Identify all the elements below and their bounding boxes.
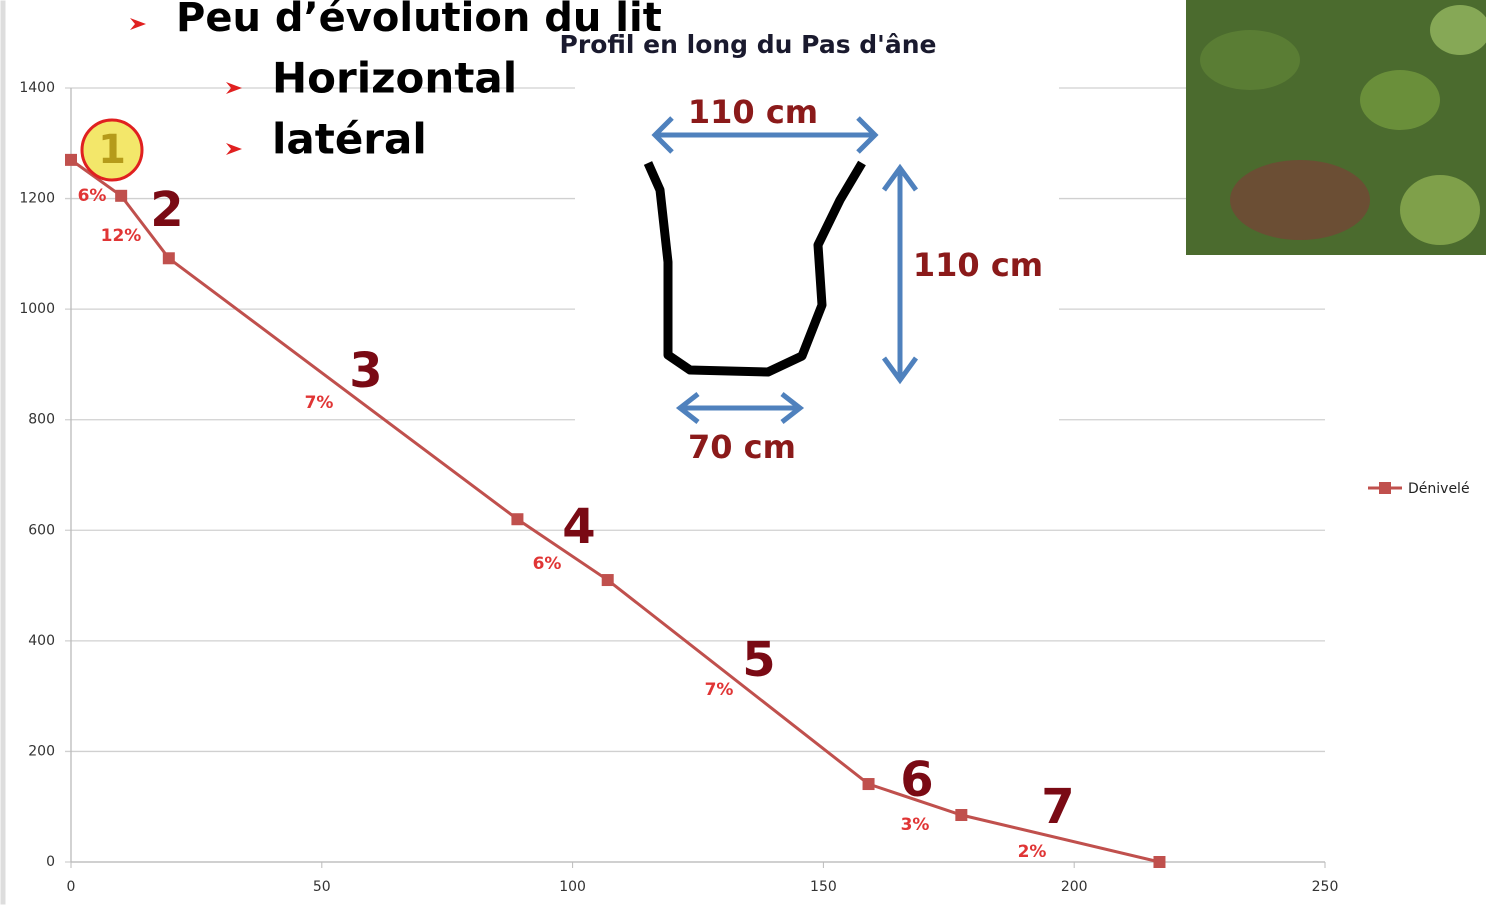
slope-label: 6% — [78, 186, 107, 206]
photo-leaf — [1400, 175, 1480, 245]
legend-label: Dénivelé — [1408, 481, 1470, 497]
y-tick-label: 1200 — [19, 191, 55, 207]
x-tick-label: 50 — [313, 879, 331, 895]
slope-label: 12% — [101, 226, 142, 246]
photo-soil — [1230, 160, 1370, 240]
slide-edge — [1, 1, 6, 905]
segment-label: 3 — [349, 343, 382, 399]
bullet: Peu d’évolution du lit — [176, 0, 662, 41]
x-tick-label: 250 — [1312, 879, 1339, 895]
data-point — [511, 513, 523, 525]
x-tick-label: 0 — [67, 879, 76, 895]
segment-label: 5 — [742, 632, 775, 688]
diagram-label: 110 cm — [913, 246, 1043, 284]
bullet: latéral — [272, 115, 427, 164]
y-tick-label: 600 — [28, 522, 55, 538]
slope-label: 3% — [901, 815, 930, 835]
slope-label: 6% — [533, 554, 562, 574]
photo — [1186, 0, 1486, 255]
slope-label: 7% — [705, 680, 734, 700]
segment-label: 2 — [150, 182, 183, 238]
y-tick-label: 1400 — [19, 80, 55, 96]
data-point — [65, 154, 77, 166]
data-point — [163, 252, 175, 264]
x-tick-label: 200 — [1061, 879, 1088, 895]
y-tick-label: 0 — [46, 854, 55, 870]
y-tick-label: 1000 — [19, 301, 55, 317]
diagram-label: 110 cm — [688, 93, 818, 131]
diagram-label: 70 cm — [688, 428, 796, 466]
y-tick-label: 800 — [28, 412, 55, 428]
legend-marker — [1379, 482, 1391, 494]
slope-label: 7% — [305, 393, 334, 413]
photo-leaf — [1200, 30, 1300, 90]
data-point — [602, 574, 614, 586]
x-tick-label: 100 — [559, 879, 586, 895]
data-point — [863, 778, 875, 790]
slide: 0 200 400 600 800 1000 1200 1400 0 50 100 150 200 250… — [0, 0, 1486, 905]
y-tick-label: 200 — [28, 743, 55, 759]
data-point — [955, 809, 967, 821]
segment-label: 4 — [562, 499, 595, 555]
segment-label: 6 — [900, 752, 933, 808]
y-tick-label: 400 — [28, 633, 55, 649]
segment-label: 7 — [1041, 779, 1074, 835]
segment-label: 1 — [98, 127, 126, 173]
x-tick-label: 150 — [810, 879, 837, 895]
data-point — [1153, 856, 1165, 868]
photo-leaf — [1360, 70, 1440, 130]
slope-label: 2% — [1018, 842, 1047, 862]
bullet: Horizontal — [272, 54, 517, 103]
data-point — [115, 190, 127, 202]
